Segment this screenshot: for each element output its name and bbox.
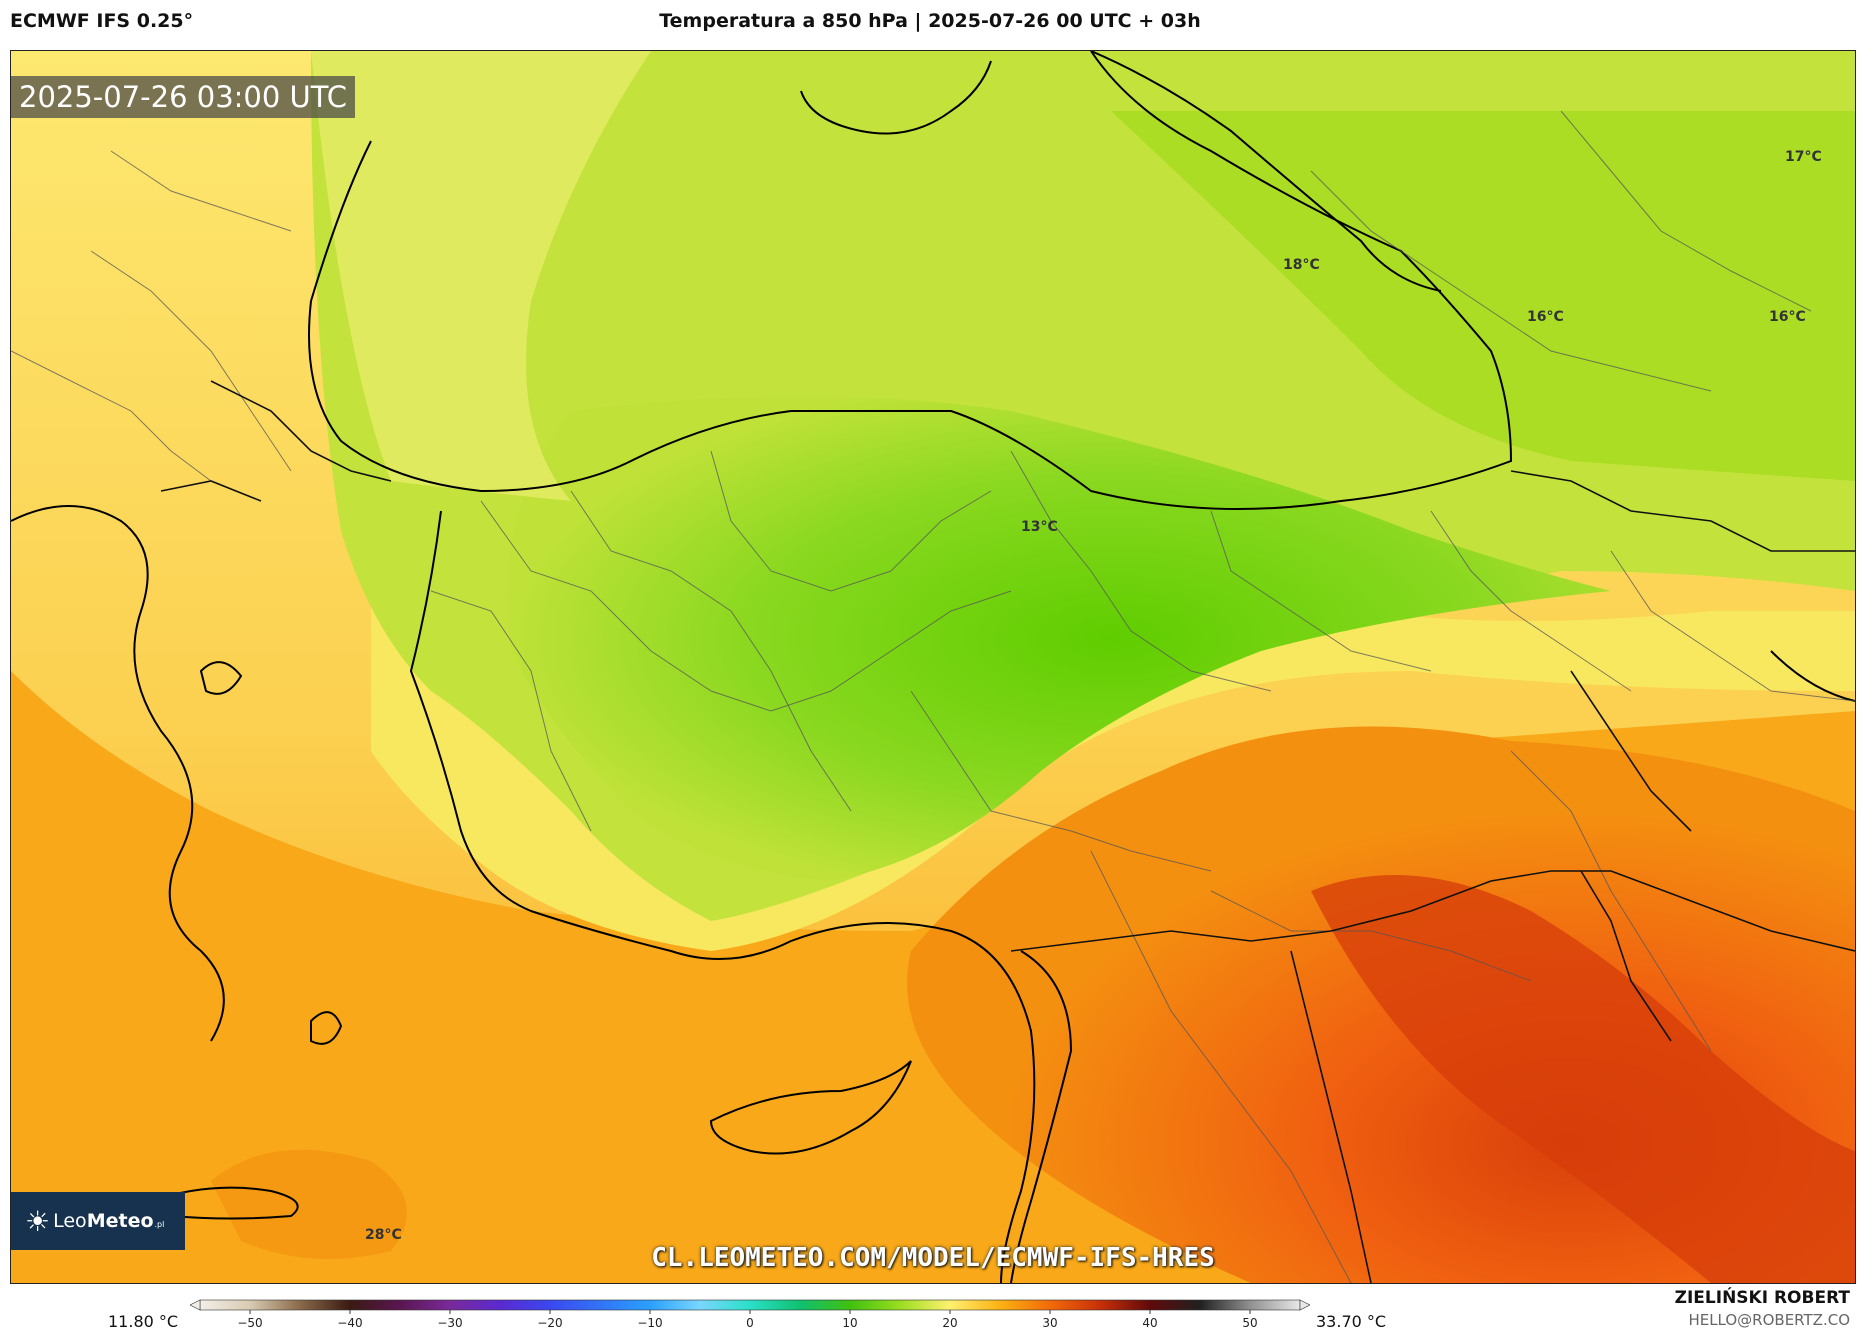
colorbar-bar bbox=[190, 1299, 1310, 1311]
temp-label-16c-east: 16°C bbox=[1769, 309, 1806, 325]
colorbar-tick-label: 30 bbox=[1042, 1316, 1057, 1330]
green-core bbox=[507, 396, 1611, 881]
colorbar-tick-label: 20 bbox=[942, 1316, 957, 1330]
anatolia-south-coast bbox=[409, 510, 1036, 1283]
logo-suffix: .pl bbox=[154, 1220, 165, 1229]
azov-coast bbox=[1090, 51, 1442, 292]
colorbar: −50 −40 −30 −20 −10 0 10 20 30 40 50 bbox=[190, 1299, 1310, 1330]
logo-text-light: Leo bbox=[53, 1210, 87, 1232]
crete-island bbox=[148, 1186, 299, 1220]
temp-label-17c: 17°C bbox=[1785, 149, 1822, 165]
leometeo-logo[interactable]: ☀ LeoMeteo.pl bbox=[11, 1192, 185, 1250]
coastlines bbox=[11, 51, 1855, 1283]
pale-western-sea bbox=[311, 51, 651, 501]
hottest-region bbox=[1311, 875, 1855, 1283]
lesbos-island bbox=[199, 661, 243, 695]
model-name: ECMWF IFS 0.25° bbox=[10, 10, 194, 32]
lime-eastern-sea bbox=[1111, 111, 1855, 481]
black-sea-coast bbox=[308, 51, 1513, 510]
colorbar-ticks: −50 −40 −30 −20 −10 0 10 20 30 40 50 bbox=[237, 1310, 1258, 1330]
temp-label-18c: 18°C bbox=[1283, 257, 1320, 273]
source-url: CL.LEOMETEO.COM/MODEL/ECMWF-IFS-HRES bbox=[651, 1243, 1215, 1273]
colorbar-tick-label: 10 bbox=[842, 1316, 857, 1330]
aegean-west-coast bbox=[11, 505, 225, 1042]
colorbar-min-label: 11.80 °C bbox=[108, 1312, 179, 1331]
sea-warm-patch bbox=[211, 1149, 407, 1259]
caspian-south-coast bbox=[1770, 650, 1855, 702]
colorbar-gradient bbox=[199, 1299, 1301, 1311]
map-title: Temperatura a 850 hPa | 2025-07-26 00 UT… bbox=[659, 10, 1201, 32]
country-borders bbox=[160, 380, 1855, 1283]
colorbar-tick-label: 40 bbox=[1142, 1316, 1157, 1330]
cyprus-island bbox=[709, 1060, 912, 1155]
colorbar-tick-label: −10 bbox=[637, 1316, 662, 1330]
temperature-field bbox=[11, 51, 1855, 1283]
author-email: HELLO@ROBERTZ.CO bbox=[1688, 1311, 1850, 1329]
temp-label-28c: 28°C bbox=[365, 1227, 402, 1243]
sun-icon: ☀ bbox=[25, 1204, 51, 1238]
colorbar-tick-label: −30 bbox=[437, 1316, 462, 1330]
logo-text-bold: Meteo bbox=[86, 1210, 154, 1232]
colorbar-max-arrow bbox=[1299, 1299, 1310, 1311]
colorbar-max-label: 33.70 °C bbox=[1316, 1312, 1387, 1331]
colorbar-tick-label: −20 bbox=[537, 1316, 562, 1330]
levant-coast bbox=[1010, 950, 1073, 1283]
colorbar-tick-label: −50 bbox=[237, 1316, 262, 1330]
colorbar-min-arrow bbox=[190, 1299, 201, 1311]
author-name: ZIELIŃSKI ROBERT bbox=[1674, 1288, 1850, 1308]
colorbar-tick-label: 50 bbox=[1242, 1316, 1257, 1330]
admin-borders bbox=[11, 110, 1855, 1283]
rhodes-island bbox=[310, 1011, 343, 1045]
colorbar-tick-label: 0 bbox=[746, 1316, 754, 1330]
colorbar-tick-label: −40 bbox=[337, 1316, 362, 1330]
valid-time-label: 2025-07-26 03:00 UTC bbox=[11, 76, 356, 118]
temp-label-13c: 13°C bbox=[1021, 519, 1058, 535]
temp-label-16c-west: 16°C bbox=[1527, 309, 1564, 325]
crimea-coast bbox=[800, 60, 992, 135]
temperature-map[interactable]: 2025-07-26 03:00 UTC 17°C 18°C 16°C 16°C… bbox=[10, 50, 1856, 1284]
